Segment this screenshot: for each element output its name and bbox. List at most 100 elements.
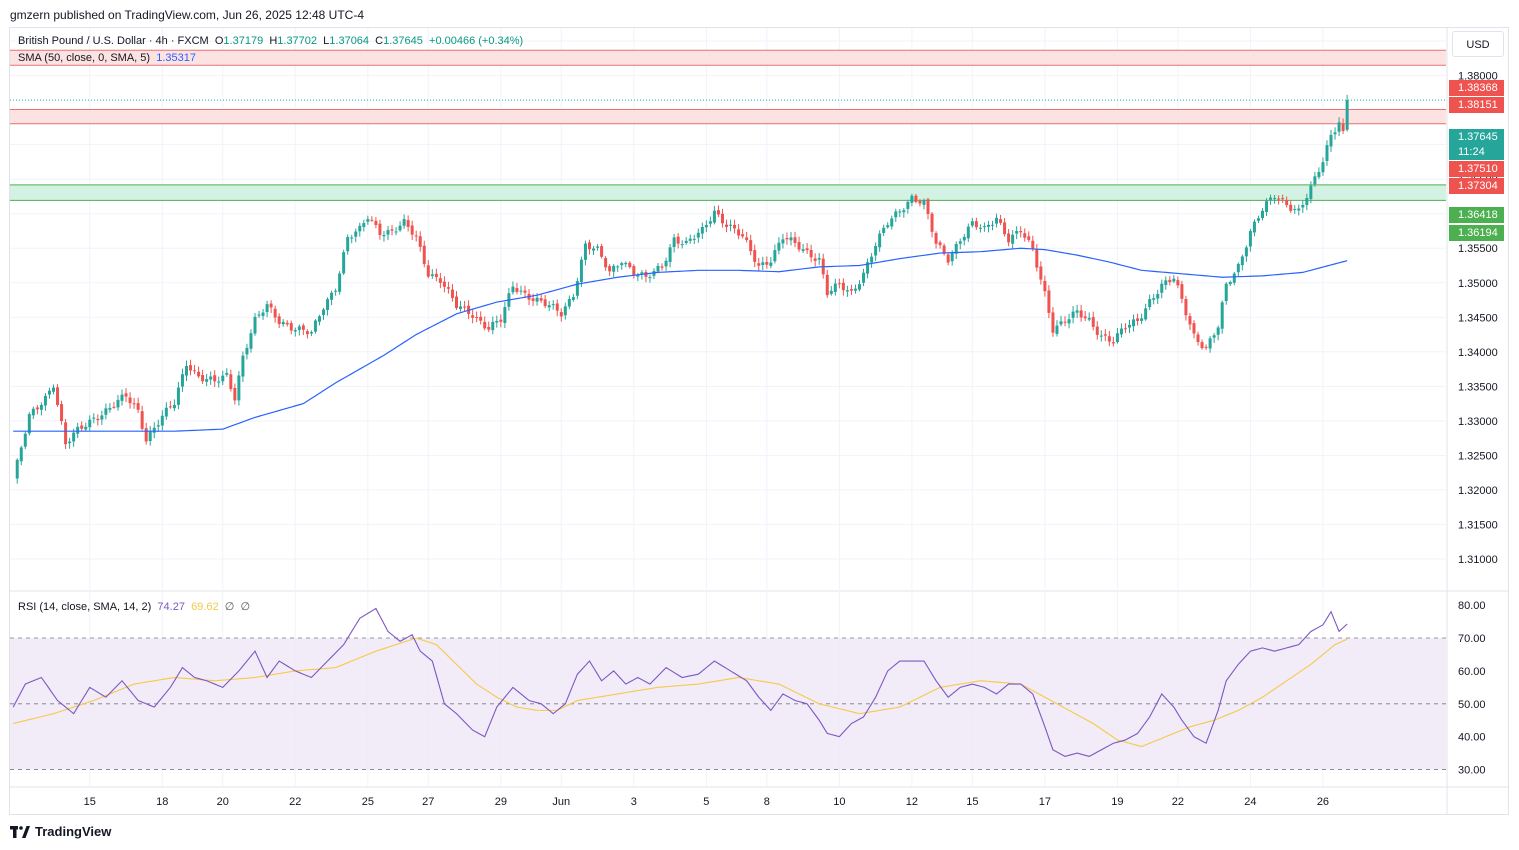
- candle-down: [720, 213, 724, 224]
- candle-up: [886, 225, 890, 228]
- low-label: L: [323, 35, 330, 47]
- candle-up: [668, 247, 672, 262]
- time-tick-label: 18: [156, 796, 168, 808]
- candle-down: [785, 237, 789, 240]
- candle-up: [495, 320, 499, 323]
- candle-up: [334, 290, 338, 292]
- candle-down: [841, 282, 845, 291]
- candle-down: [1003, 222, 1007, 235]
- tradingview-label: TradingView: [35, 824, 112, 839]
- candle-up: [68, 441, 72, 444]
- candle-down: [559, 312, 563, 317]
- price-tag-zone-mid-top: 1.37510: [1449, 161, 1504, 177]
- candle-up: [596, 246, 600, 248]
- candle-up: [592, 248, 596, 251]
- rsi-tick-label: 40.00: [1458, 732, 1486, 744]
- candle-down: [753, 250, 757, 262]
- candle-up: [950, 252, 954, 262]
- price-tag-zone-upper-top: 1.38368: [1449, 80, 1504, 96]
- candle-down: [438, 278, 442, 283]
- time-tick-label: 12: [906, 796, 918, 808]
- candle-up: [571, 297, 575, 300]
- candle-up: [906, 201, 910, 209]
- candle-up: [1160, 283, 1164, 293]
- candle-up: [1055, 325, 1059, 334]
- candle-down: [64, 422, 68, 445]
- candle-up: [402, 219, 406, 226]
- candle-down: [140, 411, 144, 429]
- price-axis-ticks: 1.31000 1.31500 1.32000 1.32500 1.33000 1.335…: [1458, 36, 1498, 566]
- candle-down: [1168, 279, 1172, 283]
- candle-down: [660, 266, 664, 268]
- candle-up: [1140, 318, 1144, 321]
- candle-down: [926, 199, 930, 214]
- candle-up: [261, 312, 265, 316]
- candle-down: [56, 387, 60, 405]
- candle-up: [874, 245, 878, 256]
- rsi-value: 74.27: [157, 601, 185, 613]
- candle-up: [567, 298, 571, 307]
- candle-down: [587, 242, 591, 250]
- candle-up: [1256, 218, 1260, 221]
- candle-down: [136, 403, 140, 410]
- candle-up: [958, 241, 962, 244]
- candle-up: [249, 333, 253, 349]
- currency-button[interactable]: USD: [1452, 31, 1504, 57]
- candle-up: [362, 223, 366, 227]
- candle-up: [1156, 294, 1160, 299]
- candle-up: [205, 379, 209, 382]
- candle-up: [1119, 328, 1123, 335]
- candle-down: [96, 418, 100, 421]
- candle-up: [386, 230, 390, 235]
- candle-down: [676, 236, 680, 244]
- candle-down: [1111, 342, 1115, 344]
- candle-up: [1132, 319, 1136, 327]
- tradingview-brand[interactable]: TradingView: [10, 824, 111, 839]
- candle-down: [1043, 280, 1047, 292]
- candle-up: [366, 219, 370, 222]
- candle-up: [317, 316, 321, 322]
- candle-up: [551, 304, 555, 306]
- candle-up: [1148, 299, 1152, 307]
- candle-down: [1023, 233, 1027, 238]
- rsi-ma-line: [13, 637, 1348, 748]
- price-tick-label: 1.38000: [1458, 71, 1498, 83]
- candle-up: [237, 375, 241, 401]
- candle-down: [1341, 123, 1345, 131]
- candle-down: [455, 296, 458, 308]
- candle-down: [1079, 310, 1083, 318]
- high-value: 1.37702: [277, 35, 318, 47]
- candle-down: [414, 235, 418, 237]
- candle-up: [1232, 273, 1236, 283]
- candle-up: [326, 299, 330, 311]
- candle-down: [35, 407, 39, 410]
- candle-up: [882, 227, 886, 234]
- candle-down: [128, 397, 132, 404]
- candlestick-series: [15, 94, 1349, 484]
- candle-up: [688, 238, 692, 241]
- price-tick-label: 1.34500: [1458, 312, 1498, 324]
- candle-up: [777, 242, 781, 251]
- candle-down: [523, 290, 527, 293]
- candle-up: [1333, 132, 1337, 135]
- candle-down: [737, 229, 741, 236]
- candle-down: [463, 306, 467, 308]
- candle-up: [575, 281, 579, 296]
- price-tag-zone-green-top: 1.36418: [1449, 207, 1504, 223]
- candle-up: [858, 284, 861, 290]
- candle-down: [999, 219, 1003, 223]
- sma-label: SMA (50, close, 0, SMA, 5): [18, 52, 151, 64]
- time-tick-label: Jun: [552, 796, 570, 808]
- resistance-zone: [10, 50, 1446, 66]
- candle-up: [853, 288, 857, 291]
- candle-up: [382, 235, 386, 237]
- candle-up: [1252, 221, 1256, 233]
- candle-up: [257, 314, 261, 316]
- candle-up: [845, 290, 849, 292]
- candle-down: [1285, 200, 1289, 206]
- price-tick-label: 1.31500: [1458, 519, 1498, 531]
- candle-up: [1212, 335, 1216, 338]
- candle-up: [1011, 234, 1015, 244]
- candle-up: [108, 407, 112, 410]
